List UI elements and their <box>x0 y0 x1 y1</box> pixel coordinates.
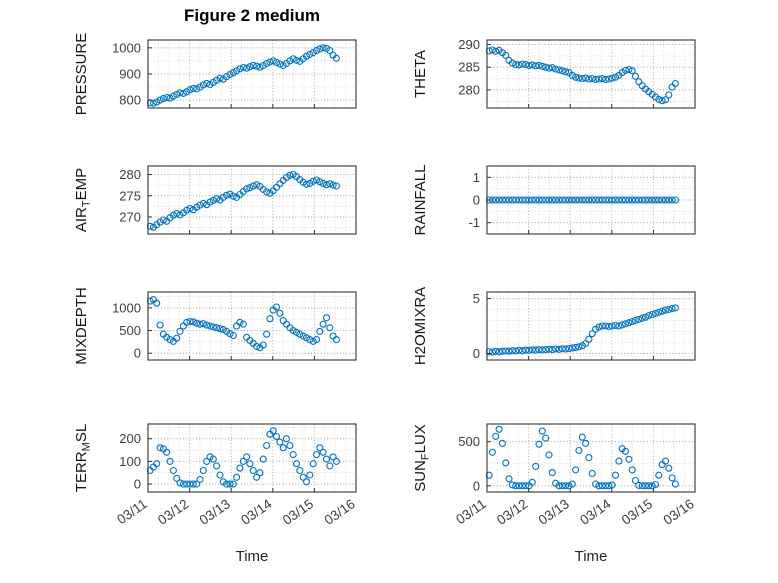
svg-text:280: 280 <box>119 167 141 182</box>
svg-text:0: 0 <box>134 346 141 361</box>
figure-title: Figure 2 medium <box>183 6 321 25</box>
svg-text:03/13: 03/13 <box>197 496 233 528</box>
svg-text:03/14: 03/14 <box>238 496 275 528</box>
tick-marks <box>147 47 357 108</box>
axes-box <box>486 291 696 361</box>
y-tick-labels: 270 275 280 <box>119 167 141 225</box>
y-axis-label: RAINFALL <box>412 165 429 236</box>
svg-text:03/15: 03/15 <box>619 496 655 528</box>
subplot-air-temp: 270 275 280 AIRTEMP <box>73 165 357 235</box>
svg-text:290: 290 <box>458 37 480 52</box>
svg-text:03/11: 03/11 <box>114 496 149 527</box>
svg-text:03/12: 03/12 <box>155 496 191 528</box>
major-gridlines <box>487 424 695 492</box>
svg-text:03/16: 03/16 <box>660 496 696 528</box>
svg-text:100: 100 <box>119 454 141 469</box>
y-tick-labels: -1 0 1 <box>468 170 480 230</box>
svg-text:1: 1 <box>473 170 480 185</box>
major-gridlines <box>148 292 356 360</box>
y-axis-label: PRESSURE <box>73 33 90 116</box>
x-tick-labels: 03/11 03/12 03/13 03/14 03/15 03/16 <box>114 496 357 528</box>
svg-text:-1: -1 <box>468 215 480 230</box>
svg-text:200: 200 <box>119 431 141 446</box>
svg-text:5: 5 <box>473 291 480 306</box>
svg-text:0: 0 <box>473 478 480 493</box>
subplot-pressure: 800 900 1000 PRESSURE <box>73 33 357 116</box>
major-gridlines <box>487 40 695 108</box>
y-axis-label: H2OMIXRA <box>412 287 429 365</box>
svg-text:285: 285 <box>458 60 480 75</box>
y-axis-label: THETA <box>412 50 429 98</box>
tick-marks <box>147 307 357 360</box>
svg-text:03/12: 03/12 <box>494 496 530 528</box>
x-tick-labels: 03/11 03/12 03/13 03/14 03/15 03/16 <box>453 496 696 528</box>
svg-text:03/13: 03/13 <box>536 496 572 528</box>
axes-box <box>147 165 357 235</box>
tick-marks <box>486 176 696 234</box>
svg-text:1000: 1000 <box>112 40 141 55</box>
data-points <box>147 44 340 107</box>
data-points <box>486 304 679 356</box>
svg-text:280: 280 <box>458 82 480 97</box>
svg-text:1000: 1000 <box>112 300 141 315</box>
svg-text:275: 275 <box>119 188 141 203</box>
svg-text:03/14: 03/14 <box>577 496 614 528</box>
data-points <box>486 46 679 105</box>
svg-text:900: 900 <box>119 67 141 82</box>
y-tick-labels: 0 500 <box>458 434 480 493</box>
major-gridlines <box>487 166 695 234</box>
tick-marks <box>486 298 696 360</box>
major-gridlines <box>148 166 356 234</box>
tick-marks <box>147 174 357 234</box>
svg-text:500: 500 <box>458 434 480 449</box>
tick-marks <box>147 438 357 492</box>
data-points <box>147 170 340 231</box>
y-tick-labels: 280 285 290 <box>458 37 480 97</box>
data-points <box>486 196 679 204</box>
svg-text:03/11: 03/11 <box>453 496 488 527</box>
subplot-theta: 280 285 290 THETA <box>412 37 696 109</box>
subplot-rainfall: -1 0 1 RAINFALL <box>412 165 696 236</box>
tick-marks <box>486 441 696 492</box>
data-points <box>147 427 340 488</box>
x-axis-label-right: Time <box>574 548 608 565</box>
svg-text:270: 270 <box>119 210 141 225</box>
data-points <box>147 296 340 352</box>
subplot-sun-flux: 0 500 03/11 03/12 03/13 03/14 03/15 03/16 SUNFLU… <box>412 423 697 528</box>
subplot-mixdepth: 0 500 1000 MIXDEPTH <box>73 287 357 365</box>
axes-box <box>147 291 357 361</box>
svg-text:500: 500 <box>119 323 141 338</box>
subplot-terr-msl: 0 100 200 03/11 03/12 03/13 03/14 03/15 03/16 TER… <box>73 423 358 528</box>
axes-box <box>147 423 357 493</box>
y-axis-label: SUNFLUX <box>412 424 432 492</box>
svg-text:0: 0 <box>473 193 480 208</box>
major-gridlines <box>487 292 695 360</box>
axes-box <box>486 423 696 493</box>
svg-text:0: 0 <box>134 477 141 492</box>
svg-text:03/15: 03/15 <box>280 496 316 528</box>
data-points <box>486 425 679 490</box>
svg-text:03/16: 03/16 <box>321 496 357 528</box>
y-tick-labels: 0 100 200 <box>119 431 141 491</box>
axes-box <box>486 39 696 109</box>
major-gridlines <box>148 40 356 108</box>
svg-text:0: 0 <box>473 346 480 361</box>
y-axis-label: MIXDEPTH <box>73 287 90 365</box>
tick-marks <box>486 44 696 108</box>
y-axis-label: AIRTEMP <box>73 168 93 232</box>
y-tick-labels: 05 <box>473 291 480 361</box>
major-gridlines <box>148 424 356 492</box>
y-tick-labels: 800 900 1000 <box>112 40 141 107</box>
x-axis-label-left: Time <box>235 548 269 565</box>
svg-text:800: 800 <box>119 93 141 108</box>
y-axis-label: TERRMSL <box>73 424 93 492</box>
y-tick-labels: 0 500 1000 <box>112 300 141 360</box>
